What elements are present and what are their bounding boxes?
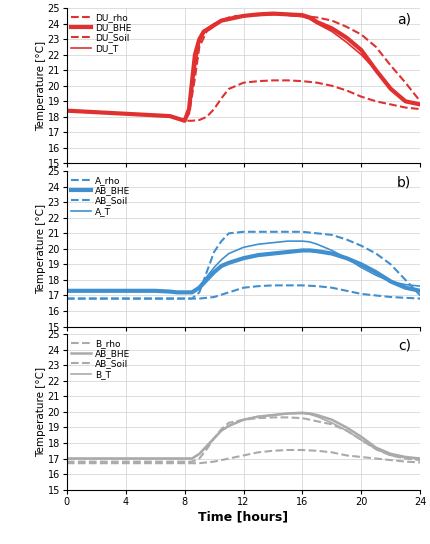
Y-axis label: Temperature [°C]: Temperature [°C]: [36, 41, 46, 131]
X-axis label: Time [hours]: Time [hours]: [198, 511, 288, 524]
Y-axis label: Temperature [°C]: Temperature [°C]: [36, 367, 46, 457]
Text: c): c): [397, 339, 410, 353]
Text: a): a): [396, 13, 410, 27]
Legend: A_rho, AB_BHE, AB_Soil, A_T: A_rho, AB_BHE, AB_Soil, A_T: [69, 174, 132, 218]
Legend: DU_rho, DU_BHE, DU_Soil, DU_T: DU_rho, DU_BHE, DU_Soil, DU_T: [69, 11, 133, 54]
Text: b): b): [396, 176, 410, 190]
Legend: B_rho, AB_BHE, AB_Soil, B_T: B_rho, AB_BHE, AB_Soil, B_T: [69, 337, 132, 381]
Y-axis label: Temperature [°C]: Temperature [°C]: [36, 204, 46, 294]
